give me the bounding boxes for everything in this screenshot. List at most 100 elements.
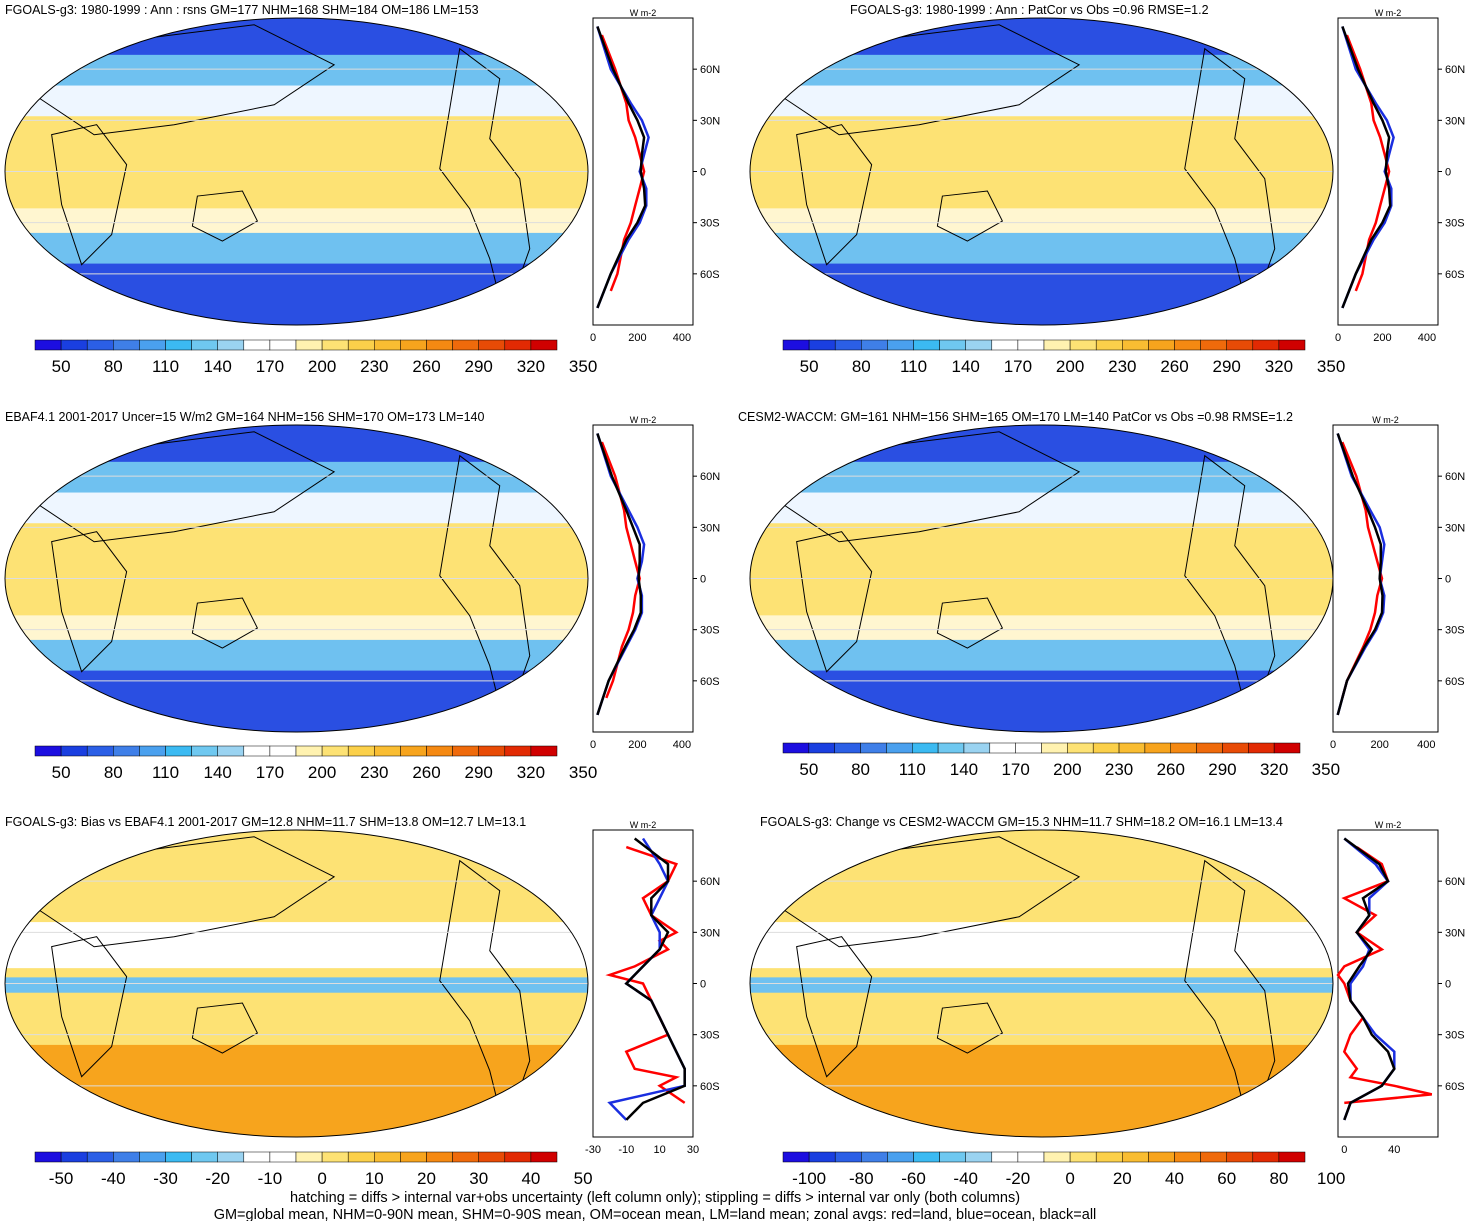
y-tick-label: 30S	[1445, 625, 1465, 637]
colorbar-swatch	[886, 742, 913, 754]
colorbar-swatch	[782, 742, 810, 754]
zonal-line-all	[596, 433, 643, 716]
colorbar-label: -30	[153, 1169, 178, 1188]
colorbar-label: 50	[574, 1169, 593, 1188]
colorbar-swatch	[86, 1151, 114, 1163]
x-tick-label: 0	[1341, 1144, 1347, 1156]
zonal-unit: W m-2	[1375, 820, 1402, 830]
y-tick-label: 30S	[700, 1030, 720, 1042]
y-tick-label: 30S	[1445, 218, 1465, 230]
x-tick-label: 400	[673, 739, 691, 751]
colorbar-swatch	[808, 742, 835, 754]
y-tick-label: 60S	[1445, 1081, 1465, 1093]
colorbar-swatch	[347, 745, 375, 757]
y-tick-label: 30N	[700, 522, 720, 534]
colorbar-label: 50	[52, 763, 71, 782]
coastline-australia	[191, 1002, 259, 1054]
panel-title: EBAF4.1 2001-2017 Uncer=15 W/m2 GM=164 N…	[5, 410, 484, 424]
zonal-average-plot: 60N 30N 0 30S 60S 0 200 400 W m-2	[1335, 8, 1465, 344]
panel-title: FGOALS-g3: Change vs CESM2-WACCM GM=15.3…	[760, 815, 1283, 829]
colorbar-swatch	[191, 745, 218, 757]
colorbar-label: -10	[258, 1169, 283, 1188]
x-tick-label: 0	[590, 739, 596, 751]
x-tick-label: 200	[1373, 332, 1391, 344]
colorbar-label: 320	[1260, 760, 1288, 779]
y-tick-label: 30N	[700, 927, 720, 939]
colorbar-swatch	[113, 1151, 140, 1163]
colorbar-label: 290	[465, 763, 493, 782]
colorbar-label: 140	[952, 357, 980, 376]
colorbar-swatch	[1148, 339, 1175, 351]
x-tick-label: 200	[628, 739, 646, 751]
colorbar-label: 290	[1213, 357, 1241, 376]
colorbar-swatch	[478, 1151, 506, 1163]
light-blue-band-2	[5, 232, 588, 265]
orange-band	[750, 1044, 1333, 1137]
yellow-band	[5, 116, 588, 210]
colorbar-swatch	[374, 1151, 401, 1163]
y-tick-label: 0	[1445, 574, 1451, 586]
colorbar-swatch	[989, 742, 1016, 754]
x-tick-label: 0	[590, 332, 596, 344]
colorbar-swatch	[269, 339, 297, 351]
colorbar-swatch	[1200, 1151, 1227, 1163]
colorbar-label: 50	[799, 760, 818, 779]
zonal-line-land	[1345, 34, 1391, 292]
x-tick-label: 400	[1417, 739, 1435, 751]
y-tick-label: 30N	[1445, 522, 1465, 534]
colorbar-label: 80	[104, 763, 123, 782]
y-tick-label: 0	[700, 167, 706, 179]
map-field	[5, 830, 588, 1137]
coastline-africa	[51, 124, 128, 266]
colorbar-label: 20	[1113, 1169, 1132, 1188]
yellow-band	[5, 830, 588, 924]
blue-band	[750, 263, 1333, 325]
panel-1: FGOALS-g3: 1980-1999 : Ann : rsns GM=177…	[4, 3, 720, 376]
y-tick-label: 60N	[1445, 876, 1465, 888]
pale-band	[750, 85, 1333, 118]
colorbar-swatch	[1041, 742, 1068, 754]
colorbar-swatch	[295, 745, 323, 757]
pale-band-2	[5, 208, 588, 234]
colorbar-swatch	[400, 745, 427, 757]
colorbar-label: 320	[517, 357, 545, 376]
colorbar-swatch	[60, 339, 88, 351]
yellow-band	[750, 523, 1333, 617]
colorbar-label: -50	[49, 1169, 74, 1188]
colorbar-swatch	[426, 1151, 453, 1163]
colorbar-label: 230	[360, 763, 388, 782]
colorbar-swatch	[1278, 1151, 1306, 1163]
colorbar-label: 10	[365, 1169, 384, 1188]
ocean-blue-band	[5, 18, 588, 56]
colorbar-swatch	[1095, 1151, 1123, 1163]
colorbar-swatch	[426, 339, 453, 351]
zonal-average-plot: 60N 30N 0 30S 60S 0 200 400 W m-2	[1330, 415, 1465, 751]
colorbar-swatch	[1252, 1151, 1280, 1163]
colorbar-swatch	[887, 339, 914, 351]
colorbar-label: 110	[152, 763, 179, 782]
colorbar-swatch	[1248, 742, 1275, 754]
colorbar: -100 -80 -60 -40 -20 0 20 40 60 80 100	[782, 1151, 1345, 1188]
colorbar-label: 50	[800, 357, 819, 376]
zonal-frame	[1337, 829, 1439, 1138]
colorbar-swatch	[1069, 1151, 1097, 1163]
colorbar-swatch	[34, 745, 62, 757]
colorbar-label: 230	[1105, 760, 1133, 779]
colorbar-swatch	[113, 339, 140, 351]
coastline-africa	[796, 936, 873, 1078]
colorbar-label: 110	[152, 357, 179, 376]
zonal-line-all	[596, 26, 647, 309]
colorbar-label: 200	[1056, 357, 1084, 376]
pale-band	[750, 492, 1333, 525]
pale-band	[5, 492, 588, 525]
colorbar-label: 110	[900, 357, 927, 376]
colorbar-swatch	[374, 745, 401, 757]
colorbar-swatch	[269, 1151, 297, 1163]
colorbar-swatch	[60, 745, 88, 757]
colorbar-swatch	[321, 1151, 349, 1163]
colorbar: 50 80 110 140 170 200 230 260 290 320 350	[782, 742, 1340, 779]
colorbar-swatch	[1122, 339, 1149, 351]
colorbar-label: 140	[204, 763, 232, 782]
colorbar-swatch	[374, 339, 401, 351]
colorbar-swatch	[913, 1151, 940, 1163]
